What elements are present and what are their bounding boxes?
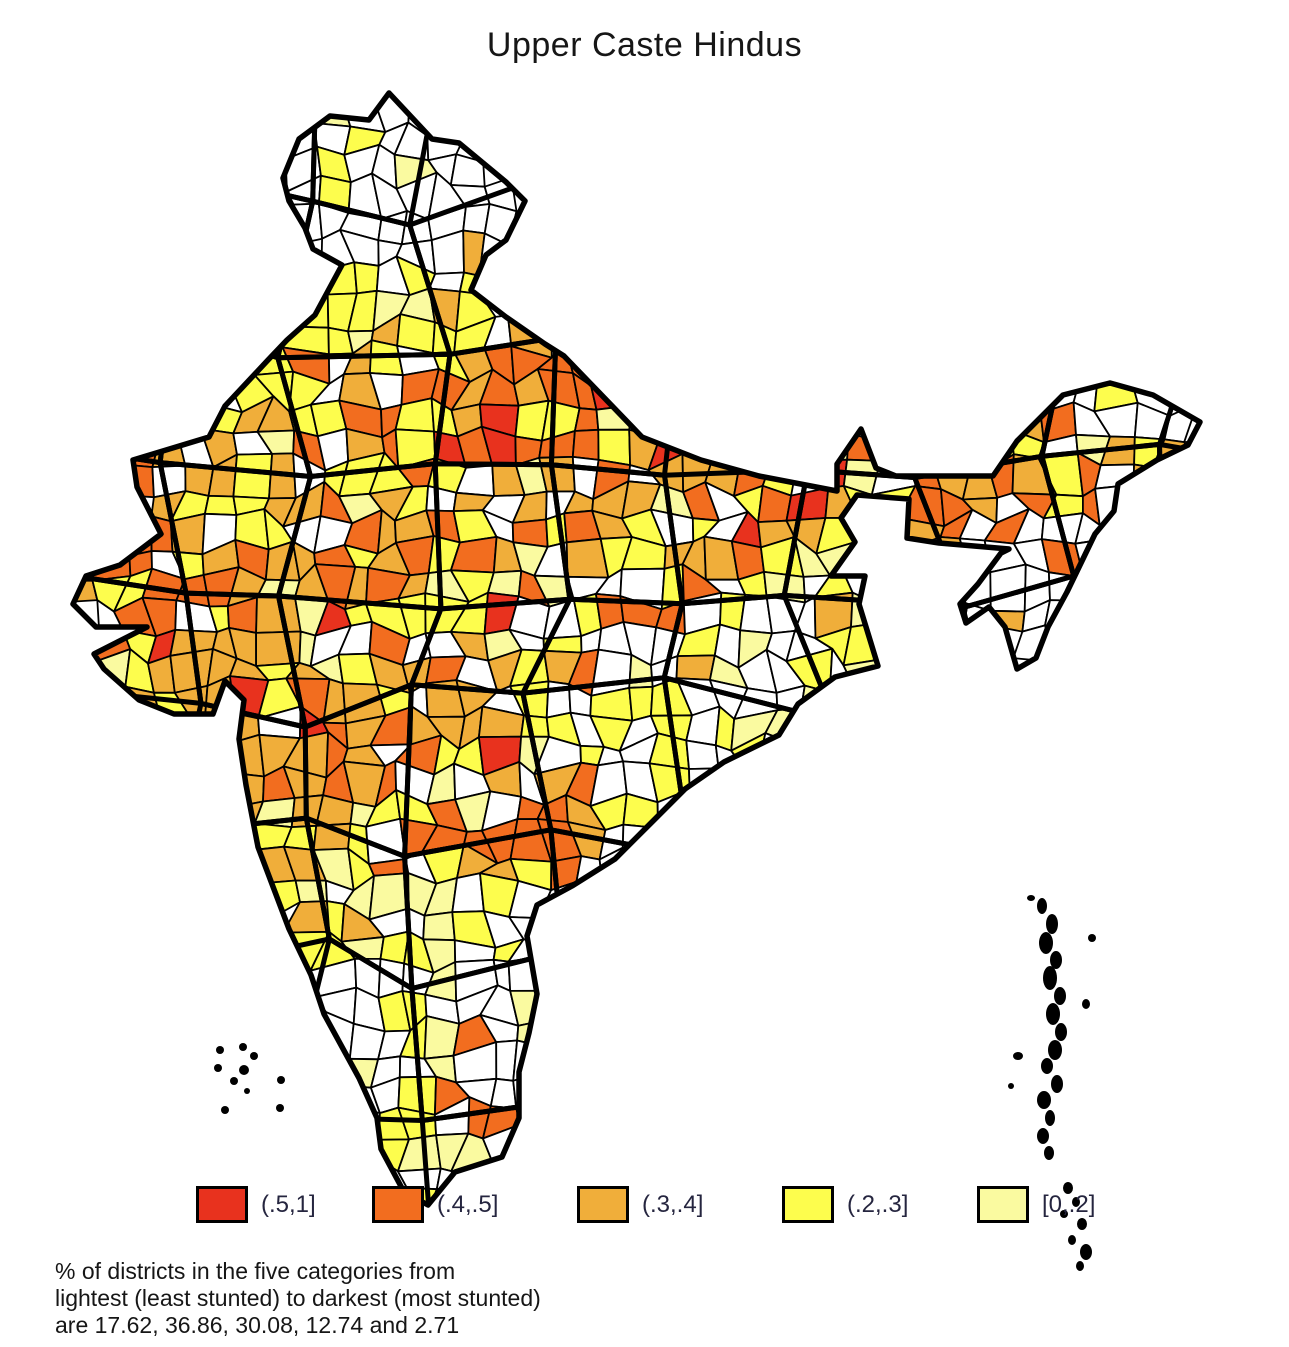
island-shape — [1027, 895, 1035, 901]
island-shape — [1055, 1023, 1067, 1041]
district-shape — [260, 313, 285, 349]
island-shape — [1041, 1058, 1053, 1074]
district-shape — [115, 515, 153, 557]
district-shape — [572, 878, 607, 920]
island-shape — [1008, 1083, 1014, 1089]
island-shape — [276, 1104, 284, 1112]
state-border-shape — [73, 321, 180, 466]
legend-item: [0,.2] — [977, 1186, 1095, 1223]
island-shape — [1044, 1146, 1054, 1160]
legend-label: (.4,.5] — [437, 1190, 499, 1218]
district-shape — [228, 733, 265, 778]
district-shape — [785, 486, 830, 522]
island-shape — [1077, 1218, 1087, 1230]
island-shape — [1050, 951, 1062, 969]
andaman-nicobar-islands — [1008, 895, 1096, 1271]
island-shape — [1054, 987, 1066, 1005]
legend-swatch-orange — [372, 1186, 424, 1223]
district-shape — [648, 762, 691, 804]
island-shape — [250, 1052, 258, 1060]
island-shape — [1048, 1040, 1062, 1060]
island-shape — [1037, 1091, 1051, 1109]
district-shape — [520, 714, 550, 738]
island-shape — [244, 1088, 250, 1094]
island-shape — [1039, 932, 1053, 954]
island-shape — [1037, 898, 1047, 914]
district-shape — [422, 911, 456, 942]
island-shape — [216, 1046, 224, 1054]
footnote-line: are 17.62, 36.86, 30.08, 12.74 and 2.71 — [55, 1312, 460, 1338]
legend-swatch-amber — [577, 1186, 629, 1223]
district-shape — [571, 428, 600, 461]
district-shape — [283, 258, 329, 296]
legend-swatch-yellow — [782, 1186, 834, 1223]
legend-item: (.3,.4] — [577, 1186, 703, 1223]
island-shape — [1045, 1110, 1055, 1126]
island-shape — [1046, 914, 1058, 934]
legend-label: (.2,.3] — [847, 1190, 909, 1218]
india-outline — [70, 90, 1203, 1208]
state-border-shape — [1071, 573, 1192, 699]
district-shape — [621, 846, 656, 879]
district-shape — [451, 872, 485, 913]
legend-swatch-red — [196, 1186, 248, 1223]
island-shape — [1060, 1210, 1068, 1218]
page-title: Upper Caste Hindus — [486, 26, 803, 64]
island-shape — [1076, 1261, 1084, 1271]
island-shape — [1072, 1197, 1080, 1207]
district-shape — [685, 739, 720, 770]
legend-label: [0,.2] — [1042, 1190, 1096, 1218]
island-shape — [1088, 934, 1096, 942]
lakshadweep-islands — [214, 1043, 285, 1114]
district-shape — [232, 452, 274, 500]
island-shape — [277, 1076, 285, 1084]
legend-label: (.3,.4] — [642, 1190, 704, 1218]
island-shape — [1037, 1128, 1049, 1144]
island-shape — [239, 1065, 249, 1075]
island-shape — [1082, 999, 1090, 1009]
district-shape — [989, 563, 1027, 613]
island-shape — [1046, 1003, 1060, 1025]
island-shape — [1051, 1075, 1063, 1093]
island-shape — [1063, 1182, 1073, 1194]
island-shape — [221, 1106, 229, 1114]
map-footnote: % of districts in the five categories fr… — [55, 1258, 541, 1339]
legend-item: (.4,.5] — [372, 1186, 498, 1223]
footnote-line: % of districts in the five categories fr… — [55, 1258, 456, 1284]
legend-item: (.5,1] — [196, 1186, 316, 1223]
island-shape — [1043, 966, 1057, 990]
district-shape — [489, 1077, 518, 1110]
district-shape — [675, 654, 716, 681]
footnote-line: lightest (least stunted) to darkest (mos… — [55, 1285, 541, 1311]
district-shape — [203, 494, 238, 516]
legend-swatch-pale — [977, 1186, 1029, 1223]
island-shape — [1080, 1244, 1092, 1260]
state-border-shape — [1157, 441, 1200, 610]
island-shape — [1068, 1235, 1076, 1245]
island-shape — [230, 1077, 238, 1085]
island-shape — [1013, 1052, 1023, 1060]
legend-label: (.5,1] — [261, 1190, 316, 1218]
legend-item: (.2,.3] — [782, 1186, 908, 1223]
district-shape — [574, 407, 600, 432]
island-shape — [214, 1064, 222, 1072]
district-shape — [353, 261, 380, 295]
island-shape — [239, 1043, 247, 1051]
